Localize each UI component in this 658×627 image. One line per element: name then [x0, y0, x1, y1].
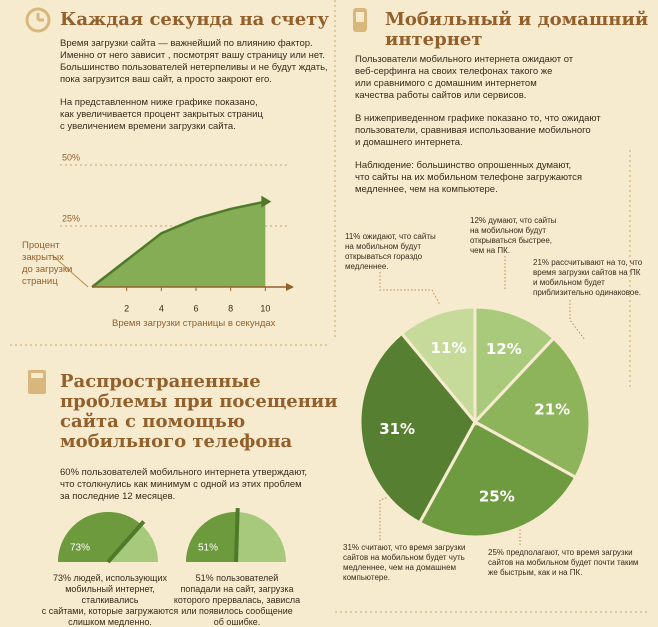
value-label: 25% — [479, 488, 515, 506]
pie-slice — [399, 305, 477, 427]
value-label: 73% — [70, 543, 90, 554]
x-tick-label: 10 — [260, 303, 270, 313]
gauge-fill — [58, 511, 142, 562]
annotation: 21% рассчитывают на то, что время загруз… — [533, 258, 643, 297]
pie-slice — [472, 336, 592, 480]
value-label: 11% — [431, 339, 467, 357]
paragraph: Время загрузки сайта — важнейший по влия… — [60, 38, 328, 85]
paragraph: Наблюдение: большинство опрошенных думаю… — [355, 160, 583, 195]
annotation: 25% предполагают, что время загрузки сай… — [488, 548, 639, 577]
dividers — [10, 0, 650, 613]
pie-slice — [417, 419, 578, 539]
gauge-needle — [106, 520, 146, 564]
paragraph: В нижеприведенном графике показано то, ч… — [355, 113, 601, 148]
x-tick-label: 2 — [124, 303, 129, 313]
clock-icon — [25, 7, 51, 33]
annotation: 11% ожидают, что сайты на мобильном буду… — [345, 232, 436, 271]
value-label: 31% — [379, 420, 415, 438]
y-tick-label: 25% — [62, 213, 80, 223]
x-tick-label: 4 — [159, 303, 164, 313]
area — [92, 201, 266, 287]
paragraph: 60% пользователей мобильного интернета у… — [60, 467, 308, 502]
title: Каждая секунда на счету — [60, 9, 329, 30]
pie-slice — [358, 331, 477, 525]
title: Распространенные проблемы при посещении … — [60, 371, 338, 452]
title: Мобильный и домашний интернет — [385, 9, 649, 50]
gauge-caption: 73% людей, использующих мобильный интерн… — [41, 573, 179, 627]
value-label: 21% — [534, 400, 570, 418]
y-tick-label: 50% — [62, 152, 80, 162]
paragraph: На представленном ниже графике показано,… — [60, 97, 263, 132]
y-axis-label: Процент закрытых до загрузки страниц — [22, 240, 73, 287]
x-axis-label: Время загрузки страницы в секундах — [112, 318, 276, 329]
annotation: 12% думают, что сайты на мобильном будут… — [470, 216, 557, 255]
paragraph: Пользователи мобильного интернета ожидаю… — [355, 54, 574, 101]
gauge-caption: 51% пользователей попадали на сайт, загр… — [173, 573, 301, 627]
calc-icon — [28, 370, 46, 394]
x-tick-label: 8 — [228, 303, 233, 313]
line — [91, 200, 266, 288]
gauge-fill — [185, 512, 238, 562]
annotation: 31% считают, что время загрузки сайтов н… — [343, 543, 466, 582]
label-pointer — [51, 254, 89, 288]
value-label: 12% — [486, 340, 522, 358]
arrow-head — [261, 195, 272, 208]
phone-icon — [353, 8, 367, 32]
axis-arrow — [286, 283, 294, 291]
value-label: 51% — [198, 543, 218, 554]
x-tick-label: 6 — [193, 303, 198, 313]
gauge-needle — [234, 507, 240, 563]
pie-slice — [473, 305, 556, 426]
